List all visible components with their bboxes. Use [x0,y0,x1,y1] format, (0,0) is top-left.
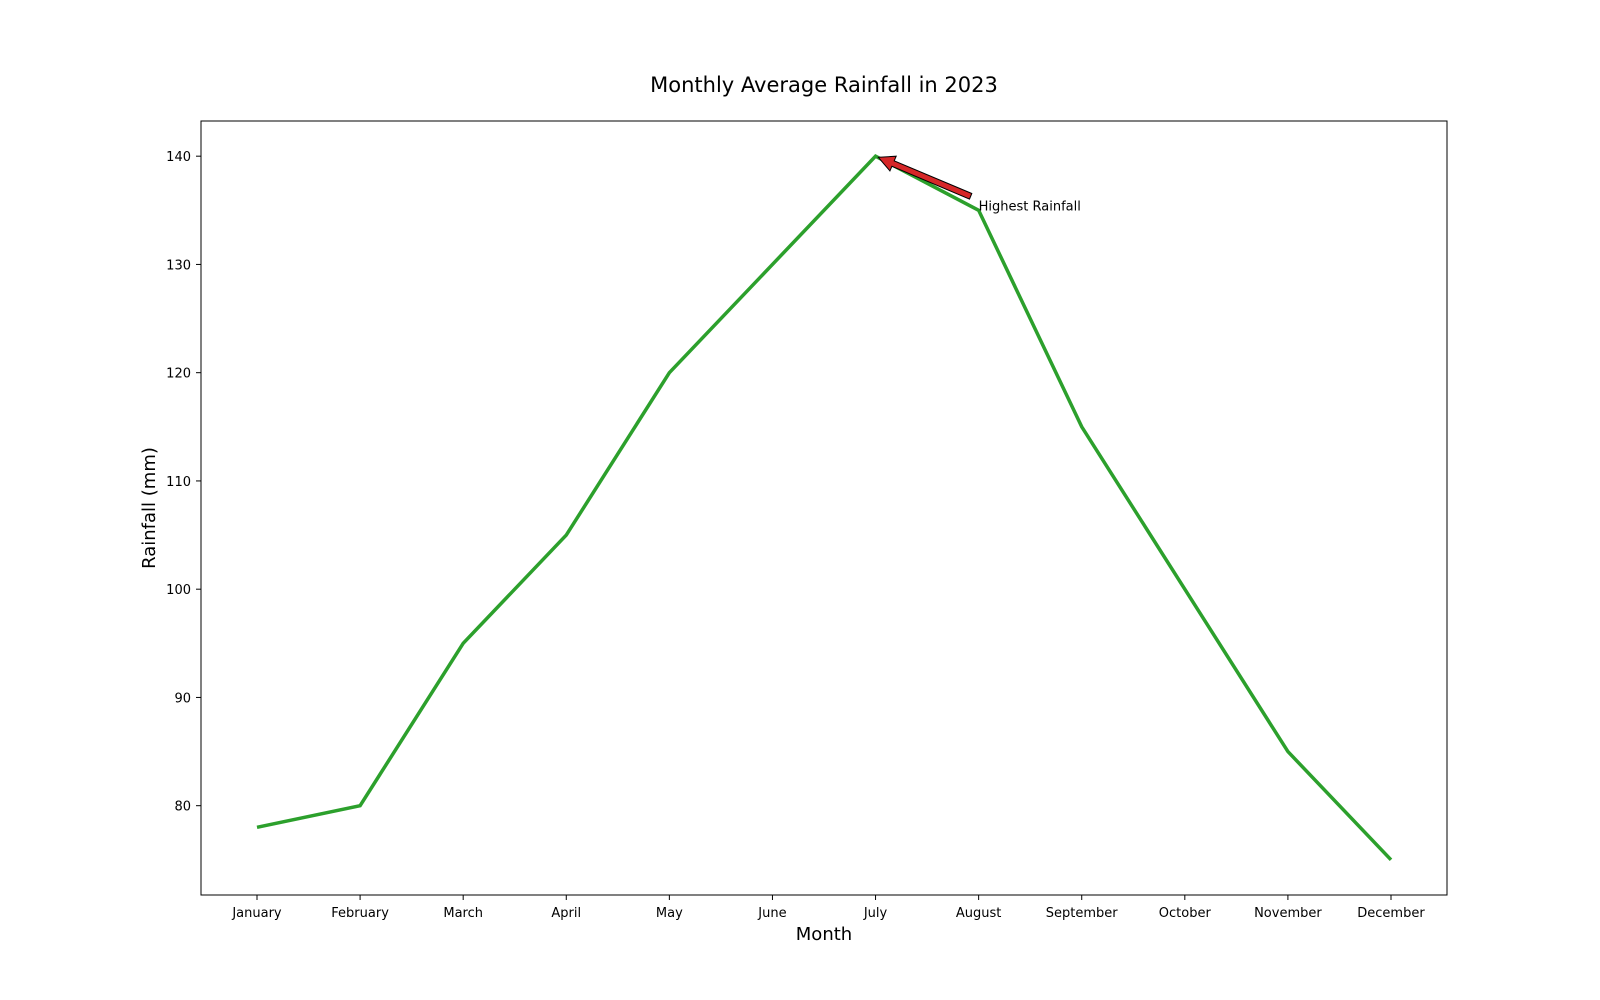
x-tick-label: February [331,906,389,921]
x-tick-label: April [551,906,581,921]
x-tick-label: July [863,906,888,921]
annotation-label: Highest Rainfall [979,199,1081,214]
annotation-arrow [877,155,973,200]
x-tick-label: March [443,906,483,921]
y-tick-label: 100 [166,583,191,598]
y-axis: 80 90 100 110 120 130 140 [166,150,201,815]
x-tick-label: September [1046,906,1119,921]
y-tick-label: 90 [174,691,191,706]
x-tick-label: June [757,906,786,921]
series-layer [256,154,1393,862]
y-tick-label: 80 [174,800,191,815]
x-tick-label: May [656,906,683,921]
annotation-layer: Highest Rainfall [877,155,1081,214]
y-tick-label: 120 [166,367,191,382]
rainfall-series-line [256,154,1393,862]
y-axis-title: Rainfall (mm) [139,447,160,569]
x-axis: January February March April May June July Augu… [231,895,1425,921]
x-tick-label: November [1254,906,1322,921]
x-tick-label: August [956,906,1002,921]
x-tick-label: December [1357,906,1425,921]
x-tick-label: January [231,906,282,921]
y-tick-label: 130 [166,258,191,273]
chart-title: Monthly Average Rainfall in 2023 [650,73,998,97]
y-tick-label: 140 [166,150,191,165]
x-axis-title: Month [796,924,852,945]
y-tick-label: 110 [166,475,191,490]
x-tick-label: October [1159,906,1212,921]
plot-area-frame [200,120,1448,896]
